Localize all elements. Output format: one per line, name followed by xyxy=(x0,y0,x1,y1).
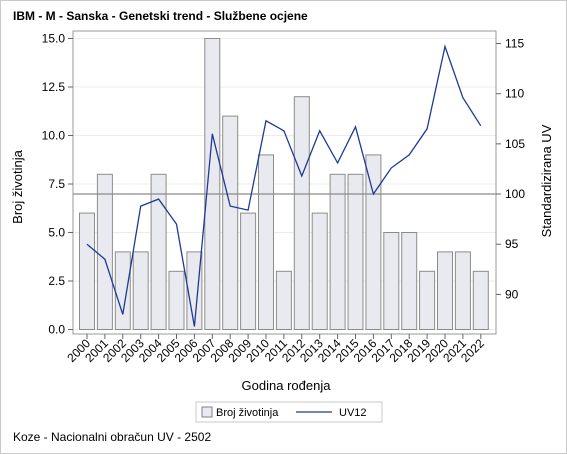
bar xyxy=(240,212,257,331)
x-axis-ticks: 2000200120022003200420052006200720082009… xyxy=(64,334,487,365)
footnote: Koze - Nacionalni obračun UV - 2502 xyxy=(13,430,212,444)
bar xyxy=(186,251,203,330)
bar xyxy=(150,173,167,330)
legend-label-bar: Broj životinja xyxy=(216,407,279,419)
bar xyxy=(454,251,471,330)
line-series xyxy=(86,44,482,327)
bar xyxy=(311,212,328,331)
bar xyxy=(132,251,149,330)
bar xyxy=(96,173,113,330)
y-axis-label: Broj životinja xyxy=(10,149,25,223)
bar xyxy=(204,38,221,330)
y-tick-label: 15.0 xyxy=(42,32,66,46)
bar xyxy=(222,115,239,330)
legend-swatch-bar xyxy=(201,406,213,418)
plot-frame xyxy=(72,30,497,335)
y2-tick-label: 110 xyxy=(505,87,524,101)
bar xyxy=(419,270,436,330)
legend-box xyxy=(195,401,383,423)
y-tick-label: 12.5 xyxy=(42,80,66,94)
chart-title: IBM - M - Sanska - Genetski trend - Služ… xyxy=(13,9,308,23)
uv12-line xyxy=(86,44,482,327)
y2-tick-label: 90 xyxy=(505,287,519,301)
legend-label-line: UV12 xyxy=(339,407,367,419)
bar xyxy=(114,251,131,330)
bar xyxy=(258,154,274,330)
bar xyxy=(437,251,453,330)
y2-tick-label: 95 xyxy=(505,237,519,251)
bar-series xyxy=(79,38,489,331)
y2-tick-label: 105 xyxy=(505,137,525,151)
y-tick-label: 10.0 xyxy=(42,129,66,143)
x-axis-label: Godina rođenja xyxy=(242,378,332,393)
y-tick-label: 7.5 xyxy=(48,177,65,191)
legend: Broj životinja UV12 xyxy=(195,401,383,423)
y2-tick-label: 115 xyxy=(505,37,524,51)
y2-tick-label: 100 xyxy=(505,187,525,201)
left-axis-ticks: 0.0 2.5 5.0 7.5 10.0 12.5 15.0 xyxy=(42,32,73,337)
y-tick-label: 0.0 xyxy=(48,323,65,337)
bar xyxy=(168,270,185,330)
bar xyxy=(329,173,346,330)
y-tick-label: 2.5 xyxy=(48,274,65,288)
y2-axis-label: Standardizirana UV xyxy=(539,124,554,237)
bar xyxy=(79,212,95,331)
y-tick-label: 5.0 xyxy=(48,226,65,240)
bar xyxy=(383,232,400,330)
bar xyxy=(401,232,418,330)
right-axis-ticks: 90 95 100 105 110 115 xyxy=(496,37,525,301)
bar xyxy=(472,270,489,330)
axes xyxy=(72,30,497,335)
bar xyxy=(275,270,292,330)
bar xyxy=(293,96,310,330)
bar xyxy=(365,154,382,330)
bar xyxy=(347,173,364,330)
